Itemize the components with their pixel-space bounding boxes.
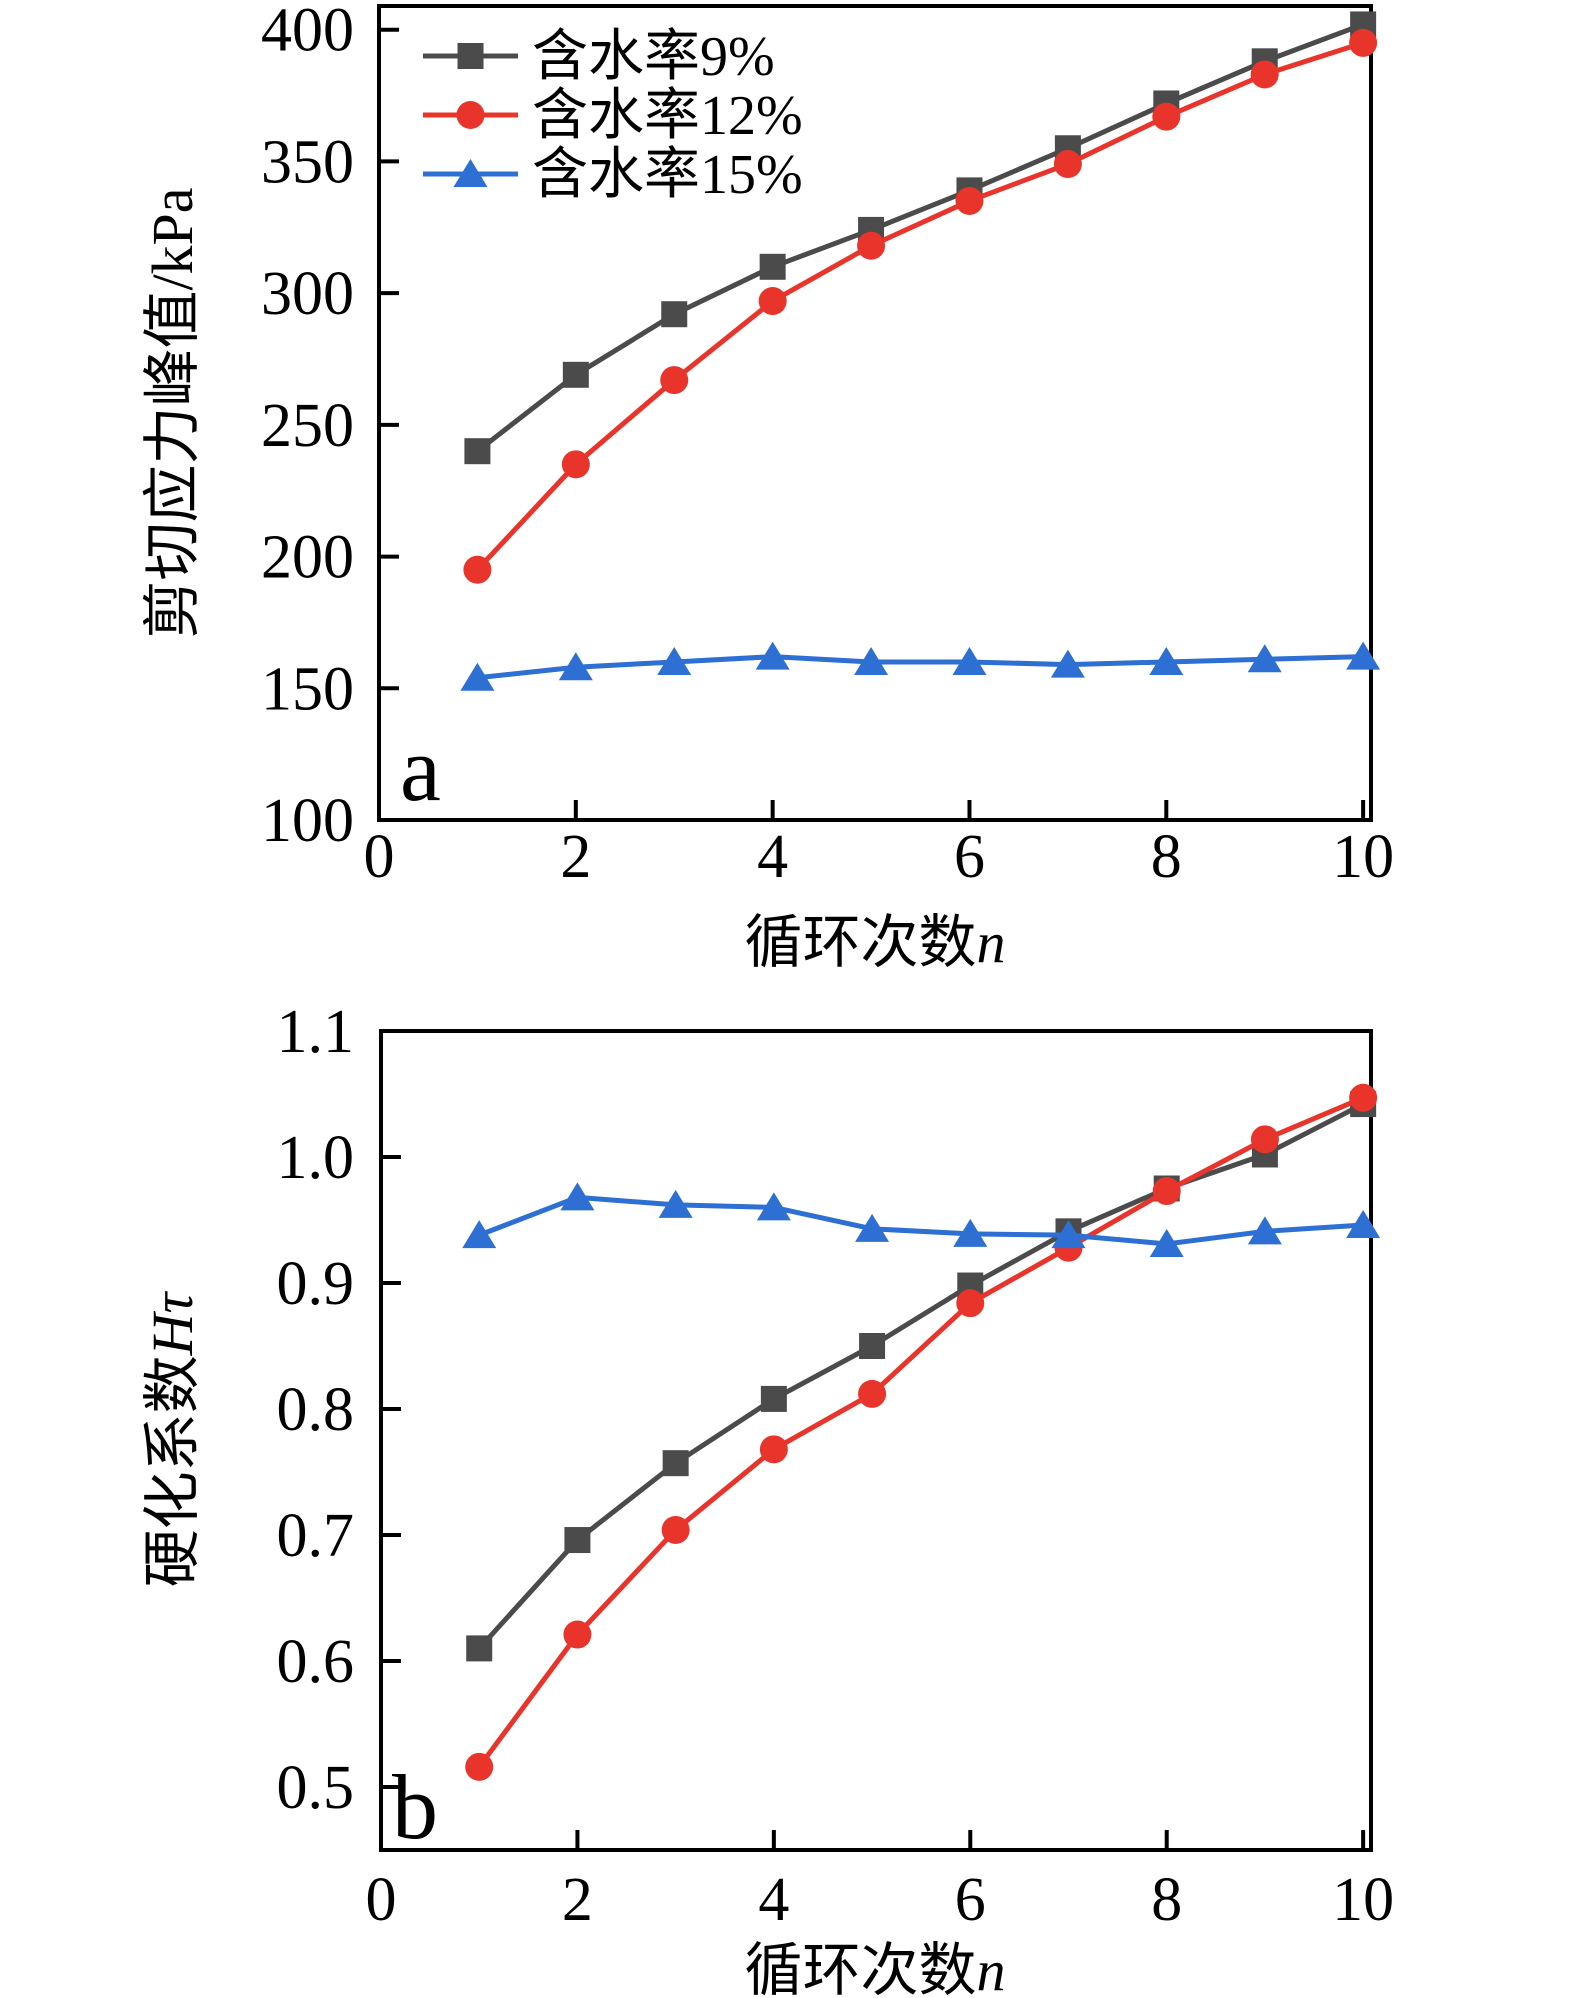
legend-circle-marker [456, 101, 485, 129]
data-point-triangle-marker [1051, 1220, 1086, 1249]
data-point-square-marker [464, 438, 491, 465]
data-point-triangle-marker [1050, 649, 1085, 678]
panel-b: 0 2 4 6 8 10 0.5 0.6 0.7 0.8 0.9 1.0 1.1 [277, 998, 1395, 1934]
data-point-circle-marker [563, 1620, 592, 1649]
legend: 含水率9%含水率12%含水率15% [423, 26, 803, 206]
y-tick-label: 200 [261, 524, 354, 592]
data-point-triangle-marker [854, 646, 889, 675]
panel-a-y-axis-title: 剪切应力峰值/kPa [140, 187, 205, 638]
y-tick-label: 1.0 [277, 1124, 355, 1192]
plot-frame [377, 4, 1373, 822]
legend-item-label: 含水率15% [532, 144, 803, 206]
legend-item-label: 含水率9% [532, 26, 775, 88]
data-point-circle-marker [955, 186, 984, 215]
data-point-triangle-marker [460, 662, 495, 691]
data-point-triangle-marker [1149, 646, 1184, 675]
series-line [474, 21, 1366, 454]
data-point-circle-marker [858, 1379, 887, 1408]
data-point-triangle-marker [953, 1218, 988, 1247]
x-tick-label: 8 [1151, 1866, 1182, 1934]
x-tick-label: 10 [1332, 823, 1394, 891]
data-point-circle-marker [1349, 28, 1378, 57]
data-point-circle-marker [660, 366, 689, 395]
y-tick-label: 400 [261, 0, 354, 65]
panel-b-x-axis-title: 循环次数n [744, 1938, 1005, 1998]
data-point-triangle-marker [1346, 641, 1381, 670]
data-point-circle-marker [1349, 1083, 1378, 1112]
data-point-circle-marker [463, 555, 492, 584]
data-point-triangle-marker [855, 1213, 890, 1242]
x-tick-label: 4 [757, 823, 788, 891]
data-point-square-marker [562, 361, 589, 388]
data-point-circle-marker [1250, 60, 1279, 89]
legend-triangle-marker [453, 159, 488, 187]
data-point-triangle-marker [1247, 1216, 1282, 1245]
panel-a-x-axis-title: 循环次数n [744, 910, 1005, 975]
panel-a-letter: a [400, 718, 441, 820]
x-tick-label: 2 [560, 823, 591, 891]
series-line [476, 1101, 1366, 1651]
x-tick-label: 2 [562, 1866, 593, 1934]
x-tick-label: 8 [1151, 823, 1182, 891]
data-point-circle-marker [1053, 150, 1082, 179]
y-tick-label: 0.9 [277, 1250, 355, 1318]
data-point-triangle-marker [558, 652, 593, 681]
data-point-triangle-marker [462, 1220, 497, 1249]
panel-b-letter: b [392, 1756, 438, 1858]
data-point-circle-marker [857, 231, 886, 260]
data-point-square-marker [661, 301, 688, 328]
x-tick-label: 0 [364, 823, 395, 891]
data-point-triangle-marker [560, 1182, 595, 1211]
data-point-triangle-marker [658, 1189, 693, 1218]
data-point-circle-marker [759, 1435, 788, 1464]
data-point-triangle-marker [1149, 1228, 1184, 1257]
data-point-square-marker [466, 1635, 493, 1662]
y-tick-label: 350 [261, 128, 354, 196]
plot-frame [379, 1029, 1373, 1852]
data-point-circle-marker [758, 287, 787, 316]
data-point-triangle-marker [952, 646, 987, 675]
data-point-circle-marker [465, 1752, 494, 1781]
data-point-triangle-marker [756, 1192, 791, 1221]
series-line [474, 40, 1366, 573]
data-point-circle-marker [661, 1515, 690, 1544]
y-tick-label: 1.1 [277, 998, 355, 1066]
series-line [476, 1095, 1366, 1770]
y-tick-label: 0.5 [277, 1754, 355, 1822]
data-point-circle-marker [1250, 1125, 1279, 1154]
data-point-circle-marker [561, 450, 590, 479]
data-point-triangle-marker [657, 646, 692, 675]
data-point-circle-marker [956, 1289, 985, 1318]
panel-a: 0 2 4 6 8 10 100 150 200 250 300 350 400 含水率9%含水率12%含… [261, 0, 1394, 891]
legend-item-label: 含水率12% [532, 85, 803, 147]
y-tick-label: 0.6 [277, 1628, 355, 1696]
series-line [476, 1194, 1366, 1247]
data-point-square-marker [662, 1450, 689, 1477]
data-point-circle-marker [1152, 1177, 1181, 1206]
data-point-square-marker [760, 1385, 787, 1412]
legend-square-marker [457, 43, 484, 69]
panel-b-y-axis-title: 硬化系数Hτ [140, 1290, 205, 1587]
data-point-square-marker [859, 1333, 886, 1359]
data-point-triangle-marker [1346, 1210, 1381, 1239]
data-point-triangle-marker [1247, 644, 1282, 673]
y-tick-label: 150 [261, 655, 354, 723]
y-tick-label: 100 [261, 787, 354, 855]
y-tick-label: 300 [261, 260, 354, 328]
y-tick-label: 0.7 [277, 1502, 355, 1570]
x-tick-label: 0 [366, 1866, 397, 1934]
x-tick-label: 4 [758, 1866, 789, 1934]
y-tick-label: 0.8 [277, 1376, 355, 1444]
y-tick-label: 250 [261, 392, 354, 460]
x-tick-label: 6 [954, 823, 985, 891]
x-tick-label: 6 [955, 1866, 986, 1934]
data-point-square-marker [564, 1527, 591, 1554]
data-point-triangle-marker [755, 641, 790, 670]
data-point-circle-marker [1152, 102, 1181, 131]
series-line [474, 654, 1366, 681]
data-point-square-marker [759, 253, 786, 280]
x-tick-label: 10 [1332, 1866, 1394, 1934]
